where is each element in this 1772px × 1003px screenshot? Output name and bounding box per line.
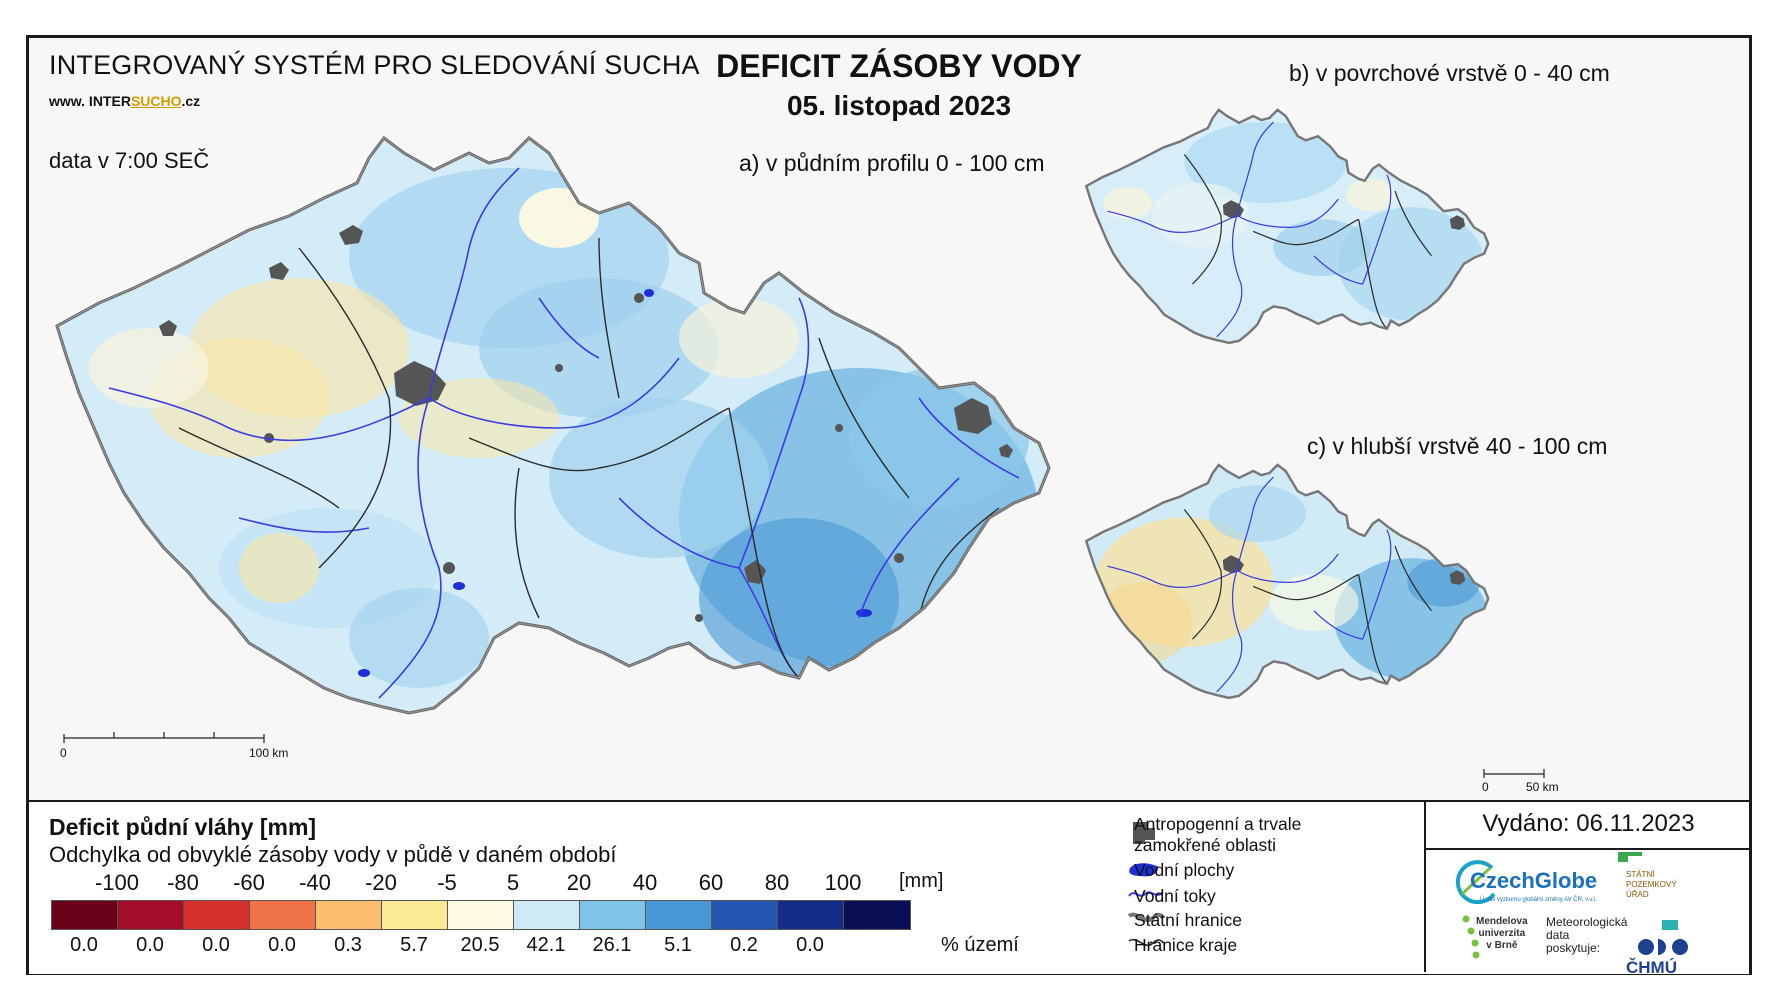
water-area-icon [1129, 863, 1158, 877]
publisher-box: Vydáno: 06.11.2023 CzechGlobe Ústav výzk… [1424, 802, 1751, 977]
legend-bin [448, 901, 514, 929]
legend-threshold-label: 40 [632, 870, 658, 895]
legend-percentage-label: 0.0 [268, 934, 296, 956]
legend-percentage-label: 5.7 [400, 934, 428, 956]
legend-percentage-label: 0.0 [136, 934, 164, 956]
map-b-title: b) v povrchové vrstvě 0 - 40 cm [1289, 60, 1610, 86]
legend-percentage-label: 0.2 [730, 934, 758, 956]
legend-bin [514, 901, 580, 929]
symbol-state-border: Státní hranice [1134, 910, 1242, 930]
symbol-anthropogenic-line2: zamokřené oblasti [1134, 835, 1277, 855]
legend-percentage-label: 0.0 [202, 934, 230, 956]
legend-percentage-label: 0.0 [70, 934, 98, 956]
map-date: 05. listopad 2023 [786, 90, 1012, 121]
scale-small-start: 0 [1482, 780, 1489, 794]
map-frame: INTEGROVANÝ SYSTÉM PRO SLEDOVÁNÍ SUCHA w… [26, 35, 1752, 977]
legend-bin [646, 901, 712, 929]
page-title: DEFICIT ZÁSOBY VODY [716, 48, 1082, 84]
legend-bin [844, 901, 910, 929]
map-c-title: c) v hlubší vrstvě 40 - 100 cm [1307, 433, 1608, 459]
legend-color-scale [51, 900, 911, 930]
legend-threshold-label: -40 [299, 870, 331, 895]
legend-threshold-label: -60 [233, 870, 265, 895]
data-time-label: data v 7:00 SEČ [49, 148, 210, 173]
issued-date: Vydáno: 06.11.2023 [1426, 810, 1751, 850]
symbol-water-areas: Vodní plochy [1134, 860, 1235, 880]
spu-logo-icon [1618, 852, 1642, 862]
czechglobe-logo-icon [1455, 860, 1496, 904]
map-a-title: a) v půdním profilu 0 - 100 cm [739, 150, 1045, 176]
map-a-profile-0-100 [55, 136, 1051, 743]
legend-bin [118, 901, 184, 929]
legend-percentage-label: 20.5 [460, 934, 500, 956]
mendel-logo-icon [1462, 915, 1480, 959]
state-border-icon [1127, 912, 1165, 923]
map-b-surface-0-40 [1085, 108, 1490, 345]
region-border-icon [1128, 938, 1164, 947]
legend-threshold-label: -20 [365, 870, 397, 895]
website-link[interactable]: www. INTERSUCHO.cz [49, 93, 201, 109]
legend-threshold-label: -5 [437, 870, 457, 895]
river-icon [1128, 891, 1164, 897]
legend-percentage-label: 0.0 [796, 934, 824, 956]
legend-percentage-label: 0.3 [334, 934, 362, 956]
legend-bin [250, 901, 316, 929]
legend-percent-unit: % území [941, 934, 1019, 956]
meteo-data-label: Meteorologická data poskytuje: [1546, 915, 1628, 955]
scale-main-start: 0 [60, 746, 67, 760]
legend-unit: [mm] [899, 870, 944, 892]
legend-threshold-label: 100 [824, 870, 862, 895]
czechglobe-subtitle: Ústav výzkumu globální změny AV ČR, v.v.… [1480, 897, 1597, 903]
chmu-accent-icon [1662, 920, 1678, 930]
scale-bar-small [1483, 769, 1545, 778]
legend-subtitle: Odchylka od obvyklé zásoby vody v půdě v… [49, 842, 617, 867]
legend-threshold-label: 80 [764, 870, 790, 895]
map-c-deep-40-100 [1085, 463, 1490, 700]
legend-percentage-label: 5.1 [664, 934, 692, 956]
scale-bar-main [63, 732, 265, 743]
legend-threshold-label: 20 [566, 870, 592, 895]
symbol-anthropogenic-line1: Antropogenní a trvale [1134, 814, 1302, 834]
legend-percentage-label: 42.1 [526, 934, 566, 956]
legend-threshold-label: 5 [506, 870, 520, 895]
map-area: INTEGROVANÝ SYSTÉM PRO SLEDOVÁNÍ SUCHA w… [29, 38, 1749, 798]
legend-title: Deficit půdní vláhy [mm] [49, 814, 317, 840]
system-title: INTEGROVANÝ SYSTÉM PRO SLEDOVÁNÍ SUCHA [49, 50, 700, 80]
chmu-logo: ČHMÚ [1626, 958, 1677, 977]
legend-percentage-label: 26.1 [592, 934, 632, 956]
legend-bin [52, 901, 118, 929]
spu-logo: STÁTNÍ POZEMKOVÝ ÚŘAD [1626, 870, 1677, 899]
legend-bin [580, 901, 646, 929]
mendel-logo: Mendelova univerzita v Brně [1476, 916, 1528, 951]
chmu-logo-icon [1638, 939, 1688, 955]
legend-bin [316, 901, 382, 929]
legend-threshold-label: -80 [167, 870, 199, 895]
legend-threshold-label: -100 [94, 870, 140, 895]
symbol-water-streams: Vodní toky [1134, 886, 1216, 906]
symbol-region-border: Hranice kraje [1134, 935, 1238, 955]
legend-bin [382, 901, 448, 929]
scale-main-end: 100 km [249, 746, 289, 760]
scale-small-end: 50 km [1526, 780, 1559, 794]
legend-threshold-label: 60 [698, 870, 724, 895]
anthropogenic-area-icon [1133, 822, 1155, 844]
legend-bin [184, 901, 250, 929]
legend-bin [712, 901, 778, 929]
czechglobe-logo: CzechGlobe [1470, 868, 1598, 893]
legend-bin [778, 901, 844, 929]
legend-panel: Deficit půdní vláhy [mm] Odchylka od obv… [29, 800, 1751, 977]
